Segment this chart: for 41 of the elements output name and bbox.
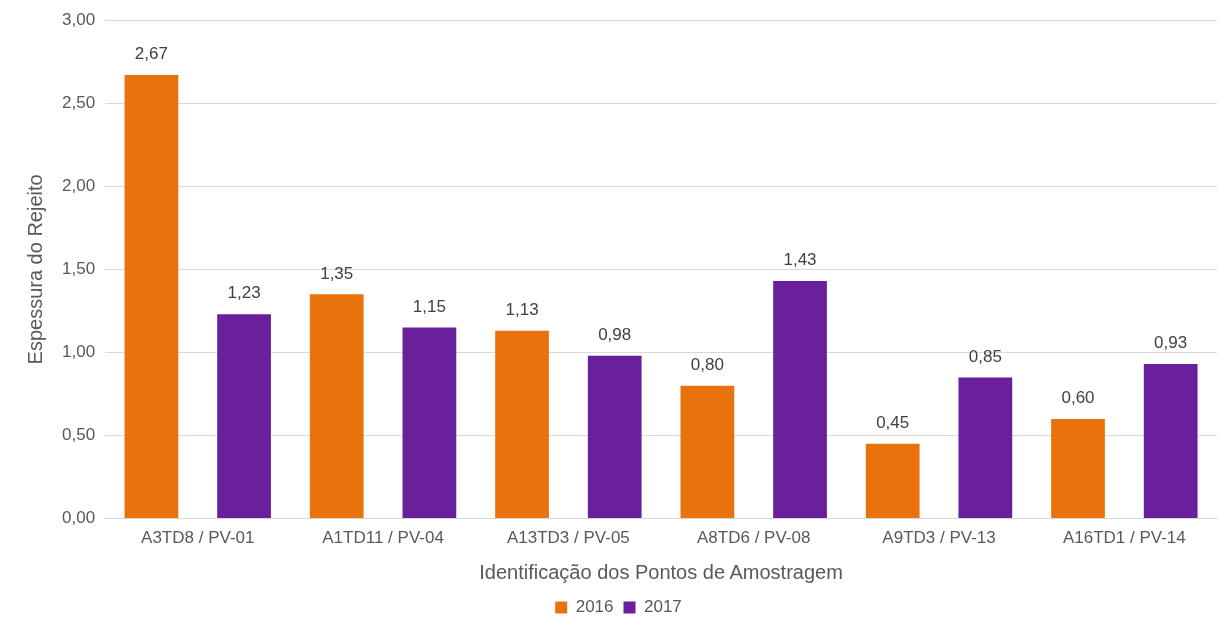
data-label: 0,45 (876, 413, 910, 433)
x-tick-label: A16TD1 / PV-14 (1062, 528, 1186, 548)
x-tick-label: A8TD6 / PV-08 (697, 528, 811, 548)
bar (773, 281, 827, 519)
bar (587, 355, 642, 519)
x-axis-title: Identificação dos Pontos de Amostragem (479, 560, 843, 583)
legend-label: 2017 (644, 597, 682, 617)
bar (1143, 364, 1198, 519)
legend-label: 2016 (575, 597, 614, 617)
y-tick-label: 1,50 (61, 259, 96, 279)
data-label: 0,93 (1154, 333, 1188, 353)
data-label: 1,43 (783, 250, 817, 270)
y-tick-label: 2,00 (61, 176, 96, 196)
data-label: 1,15 (412, 296, 446, 316)
bar (958, 377, 1013, 519)
y-tick-label: 0,00 (61, 508, 96, 528)
bar (1051, 418, 1105, 519)
data-label: 2,67 (134, 44, 168, 64)
bar (124, 75, 179, 519)
data-label: 1,23 (227, 283, 261, 303)
bar (402, 327, 457, 519)
y-tick-label: 3,00 (61, 9, 96, 29)
bar (217, 314, 271, 519)
data-label: 0,85 (968, 346, 1002, 366)
bar (495, 330, 549, 519)
data-label: 1,13 (505, 300, 539, 320)
x-tick-label: A9TD3 / PV-13 (882, 528, 996, 548)
data-label: 0,80 (690, 354, 724, 374)
data-label: 1,35 (320, 263, 354, 283)
bar (680, 385, 735, 519)
y-axis-title: Espessura do Rejeito (23, 174, 46, 365)
data-label: 0,98 (598, 324, 632, 344)
bar (865, 443, 920, 519)
x-tick-label: A3TD8 / PV-01 (141, 528, 255, 548)
y-tick-label: 2,50 (61, 92, 96, 112)
x-tick-label: A1TD11 / PV-04 (322, 528, 444, 548)
bar (309, 294, 364, 519)
data-label: 0,60 (1061, 388, 1095, 408)
x-tick-label: A13TD3 / PV-05 (506, 528, 630, 548)
y-tick-label: 1,00 (61, 342, 96, 362)
y-tick-label: 0,50 (61, 425, 96, 445)
